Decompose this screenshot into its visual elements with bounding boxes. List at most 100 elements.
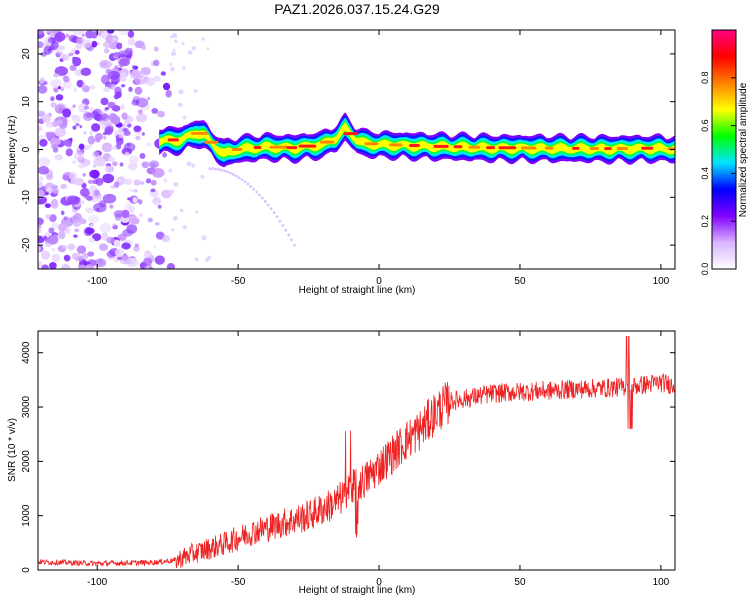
branch-point — [220, 168, 223, 172]
noise-blob — [147, 217, 153, 223]
noise-blob — [48, 235, 58, 245]
noise-blob — [89, 169, 100, 179]
noise-blob — [123, 119, 129, 126]
branch-point — [228, 171, 232, 175]
spectrogram-x-tick-label: -50 — [231, 276, 246, 287]
noise-blob — [117, 50, 128, 58]
snr-y-tick-label: 4000 — [21, 341, 32, 364]
noise-blob — [41, 264, 49, 269]
noise-blob — [201, 235, 207, 241]
ridge-peak — [231, 147, 243, 151]
noise-blob — [110, 83, 116, 90]
noise-blob — [121, 112, 128, 120]
noise-blob — [83, 105, 90, 110]
branch-point — [284, 228, 288, 232]
noise-blob — [112, 223, 117, 227]
noise-blob — [68, 172, 77, 180]
noise-blob — [57, 110, 62, 114]
colorbar-frame — [711, 29, 737, 270]
spectrogram-y-label: Frequency (Hz) — [7, 116, 18, 185]
colorbar-label: Normalized spectral amplitude — [738, 82, 749, 217]
branch-point — [266, 203, 270, 207]
noise-blob — [51, 222, 59, 229]
noise-blob — [67, 243, 75, 251]
noise-blob — [74, 50, 80, 55]
snr-x-tick-label: -50 — [231, 577, 246, 588]
noise-blob — [72, 104, 76, 108]
noise-blob — [64, 227, 71, 235]
snr-x-ticks: -100 -50 0 50 100 — [87, 331, 670, 588]
noise-blob — [129, 188, 134, 193]
noise-blob — [200, 174, 205, 179]
noise-blob — [118, 58, 131, 67]
noise-blob — [90, 223, 94, 228]
noise-blob — [186, 161, 192, 167]
noise-blob — [82, 172, 87, 177]
branch-point — [223, 169, 226, 173]
noise-blob — [171, 51, 177, 57]
noise-blob — [81, 253, 89, 260]
ridge-peak — [167, 138, 179, 142]
snr-x-tick-label: -100 — [87, 577, 107, 588]
noise-blob — [151, 107, 159, 114]
noise-blob — [143, 257, 152, 266]
noise-blob — [124, 178, 133, 185]
noise-blob — [60, 183, 68, 189]
noise-blob — [63, 75, 70, 83]
noise-blob — [173, 39, 178, 44]
noise-blob — [172, 32, 178, 39]
noise-blob — [206, 47, 210, 50]
branch-point — [293, 243, 296, 247]
noise-blob — [91, 151, 100, 158]
noise-blob — [83, 145, 90, 150]
noise-blob — [193, 89, 198, 93]
noise-blob — [38, 41, 44, 49]
ridge-peak — [572, 146, 580, 150]
spectrogram-x-tick-label: 100 — [653, 276, 670, 287]
noise-blob — [65, 148, 73, 157]
spectrogram-noise-blobs — [38, 30, 212, 269]
noise-blob — [135, 97, 149, 108]
branch-point — [263, 200, 267, 203]
ridge-peak — [544, 146, 554, 150]
noise-blob — [154, 201, 160, 206]
noise-blob — [79, 125, 83, 129]
ridge-peak — [204, 140, 219, 144]
ridge-peak — [298, 144, 317, 148]
noise-blob — [139, 152, 146, 160]
ridge-peak — [433, 144, 449, 148]
noise-blob — [60, 54, 70, 61]
noise-blob — [74, 228, 80, 233]
branch-point — [275, 215, 279, 219]
noise-blob — [38, 180, 44, 189]
ridge-peak — [319, 140, 335, 144]
noise-blob — [107, 30, 115, 34]
ridge-peak — [521, 146, 537, 150]
noise-blob — [120, 84, 126, 88]
noise-blob — [98, 243, 108, 251]
noise-blob — [113, 239, 121, 248]
spectrogram-y-tick-label: -20 — [21, 237, 32, 252]
noise-blob — [62, 244, 68, 250]
snr-y-ticks: 0 1000 2000 3000 4000 — [21, 341, 675, 573]
noise-blob — [95, 137, 101, 143]
branch-point — [234, 174, 238, 178]
ridge-peak — [253, 145, 262, 149]
noise-blob — [66, 195, 80, 205]
noise-blob — [105, 163, 111, 167]
noise-blob — [54, 127, 66, 138]
noise-blob — [121, 254, 129, 261]
noise-blob — [137, 109, 143, 115]
branch-point — [246, 182, 250, 186]
noise-blob — [103, 86, 111, 93]
noise-blob — [39, 176, 44, 181]
noise-blob — [57, 223, 68, 232]
noise-blob — [87, 135, 96, 145]
noise-blob — [50, 102, 57, 108]
noise-blob — [73, 234, 78, 238]
noise-blob — [62, 108, 72, 118]
noise-blob — [150, 179, 157, 186]
noise-blob — [141, 161, 150, 169]
